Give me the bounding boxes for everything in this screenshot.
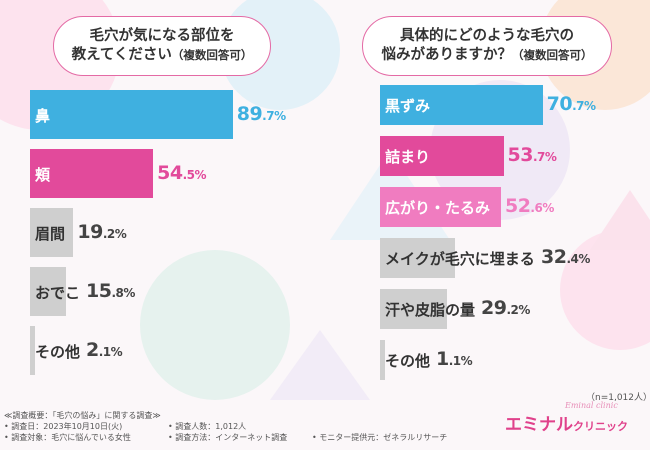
right-question-line1: 具体的にどのような毛穴の	[400, 28, 574, 44]
brand-script: Eminal clinic	[565, 401, 618, 410]
bar-right-0	[380, 85, 543, 125]
bar-value-left-0: 89.7%	[236, 102, 286, 125]
bar-value-right-5: 1.1%	[436, 348, 473, 370]
bar-left-3	[30, 267, 66, 316]
right-question-line2: 悩みがありますか？（複数回答可）	[382, 46, 593, 65]
bar-right-2	[380, 187, 501, 227]
bar-value-right-3: 32.4%	[541, 246, 590, 268]
brand-name: エミナル	[505, 415, 573, 435]
bar-left-4	[30, 326, 35, 375]
bg-triangle	[590, 190, 650, 250]
brand-logo: Eminal clinic エミナルクリニック	[505, 401, 628, 435]
bar-right-5	[380, 340, 385, 380]
bg-circle	[140, 250, 290, 400]
bar-value-right-2: 52.6%	[504, 195, 554, 217]
bar-label-right-0: 黒ずみ	[385, 97, 431, 115]
survey-date: • 調査日：2023年10月10日(火)	[4, 422, 123, 431]
left-question-line1: 毛穴が気になる部位を	[89, 28, 235, 44]
survey-title: ≪調査概要：「毛穴の悩み」に関する調査≫	[4, 411, 161, 420]
bar-label-right-4: 汗や皮脂の量	[385, 301, 476, 319]
survey-provider: • モニター提供元：ゼネラルリサーチ	[312, 433, 448, 442]
bar-right-1	[380, 136, 504, 176]
survey-method: • 調査方法：インターネット調査	[168, 433, 288, 442]
sample-size-note: （n=1,012人）	[586, 393, 650, 403]
bg-triangle	[270, 330, 370, 400]
bar-value-right-4: 29.2%	[481, 297, 530, 319]
survey-target: • 調査対象：毛穴に悩んでいる女性	[4, 433, 131, 442]
bar-value-right-1: 53.7%	[507, 144, 557, 166]
bg-circle	[560, 230, 650, 350]
bar-label-right-2: 広がり・たるみ	[385, 199, 491, 217]
bar-right-4	[380, 289, 448, 329]
bar-label-left-4: その他	[35, 342, 81, 361]
bar-value-left-2: 19.2%	[77, 220, 127, 243]
bar-left-2	[30, 208, 74, 257]
bar-label-right-1: 詰まり	[385, 148, 431, 166]
left-question-note: （複数回答可）	[171, 48, 253, 62]
left-question-line2: 教えてください（複数回答可）	[72, 46, 253, 65]
bar-value-right-0: 70.7%	[546, 93, 596, 115]
bar-label-left-1: 頬	[35, 165, 51, 184]
bar-left-0	[30, 90, 233, 139]
left-question-line2-text: 教えてください	[71, 47, 172, 63]
bar-label-left-3: おでこ	[35, 283, 81, 302]
bar-label-left-0: 鼻	[35, 106, 51, 125]
survey-count: • 調査人数：1,012人	[168, 422, 247, 431]
brand-sub: クリニック	[573, 420, 628, 433]
right-question-line2-text: 悩みがありますか？	[381, 47, 513, 63]
bar-label-right-5: その他	[385, 352, 431, 370]
right-question-box: 具体的にどのような毛穴の 悩みがありますか？（複数回答可）	[362, 16, 612, 76]
bar-value-left-1: 54.5%	[157, 161, 207, 184]
right-question-note: （複数回答可）	[512, 48, 593, 62]
bar-left-1	[30, 149, 154, 198]
bar-right-3	[380, 238, 455, 278]
bar-value-left-3: 15.8%	[86, 279, 135, 302]
left-question-box: 毛穴が気になる部位を 教えてください（複数回答可）	[53, 16, 271, 76]
bar-value-left-4: 2.1%	[86, 338, 123, 361]
bar-label-right-3: メイクが毛穴に埋まる	[385, 250, 535, 268]
bar-label-left-2: 眉間	[35, 224, 66, 243]
